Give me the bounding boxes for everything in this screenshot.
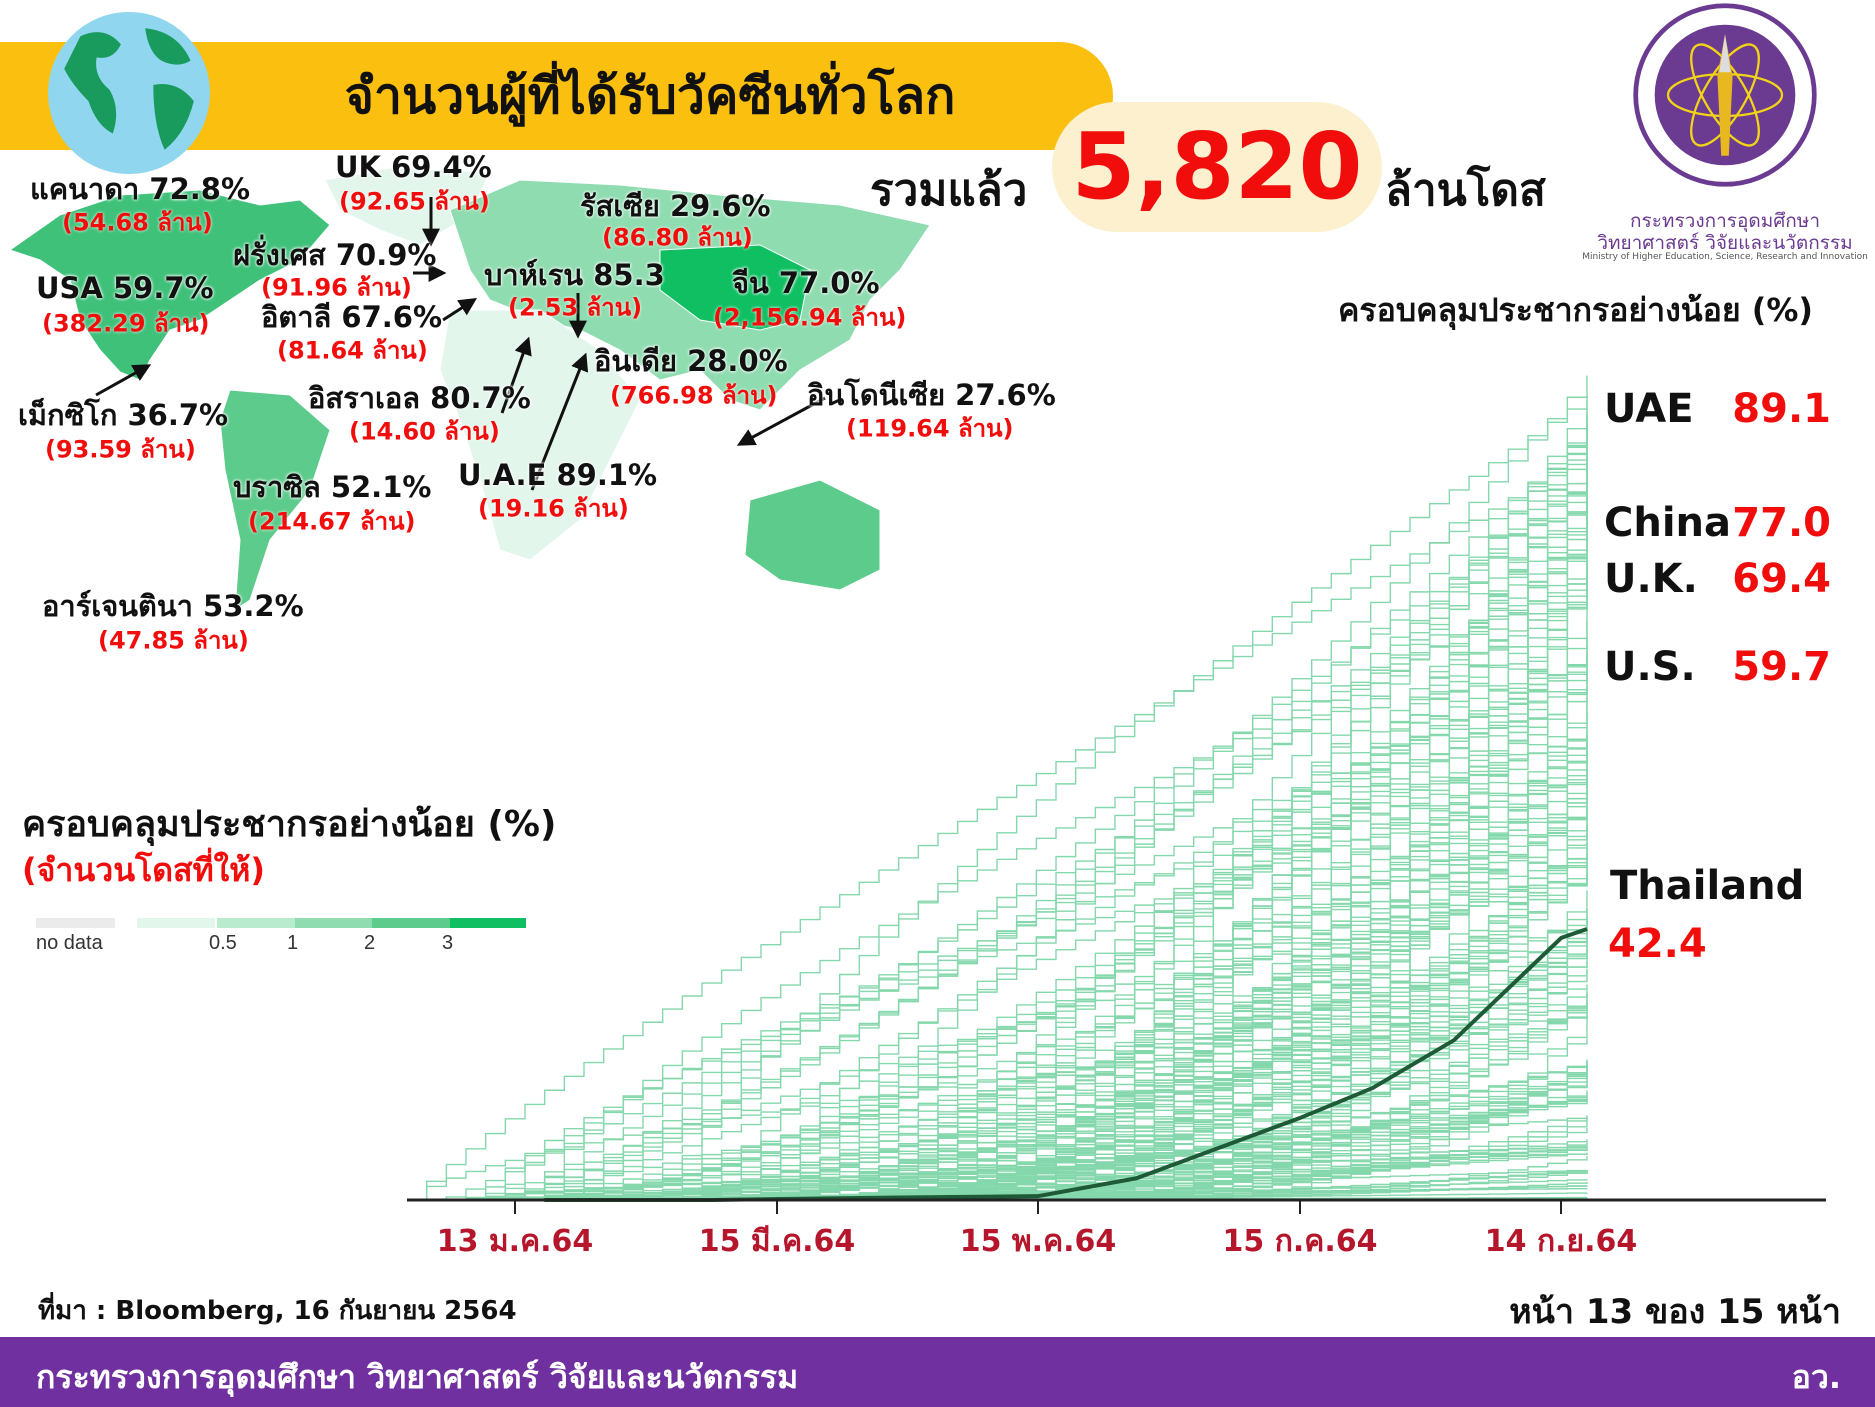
legend-swatch — [295, 918, 373, 928]
footer-short: อว. — [1791, 1358, 1841, 1396]
map-label-doses: (2.53 ล้าน) — [508, 293, 643, 322]
series-label-value: 77.0 — [1732, 500, 1831, 546]
map-label-country: รัสเซีย 29.6% — [580, 189, 771, 223]
country-series-line — [407, 1100, 1588, 1201]
series-label-value: 59.7 — [1732, 644, 1831, 690]
chart-title: ครอบคลุมประชากรอย่างน้อย (%) — [1338, 291, 1814, 329]
thailand-label-value: 42.4 — [1608, 921, 1707, 967]
legend-label: 2 — [364, 932, 376, 954]
legend-swatch — [217, 918, 295, 928]
x-tick-label: 15 มี.ค.64 — [698, 1224, 856, 1259]
country-series-line — [407, 732, 1588, 1201]
total-prefix: รวมแล้ว — [870, 165, 1028, 216]
map-label-doses: (81.64 ล้าน) — [277, 336, 428, 365]
map-label-country: บาห์เรน 85.3 — [484, 258, 665, 292]
map-label-doses: (14.60 ล้าน) — [349, 417, 500, 446]
country-series-line — [407, 734, 1588, 1201]
map-label-doses: (93.59 ล้าน) — [45, 435, 196, 464]
logo-name-en: Ministry of Higher Education, Science, R… — [1582, 252, 1868, 262]
series-label-name: U.K. — [1604, 556, 1698, 602]
legend-swatch — [36, 918, 115, 928]
series-label-name: UAE — [1604, 386, 1694, 432]
country-series-line — [407, 465, 1588, 1201]
country-series-line — [407, 741, 1588, 1201]
footer-ministry: กระทรวงการอุดมศึกษา วิทยาศาสตร์ วิจัยและ… — [36, 1358, 799, 1396]
x-tick-label: 15 ก.ค.64 — [1222, 1224, 1378, 1259]
map-label-doses: (2,156.94 ล้าน) — [713, 303, 907, 332]
page-title: จำนวนผู้ที่ได้รับวัคซีนทั่วโลก — [344, 67, 956, 125]
thailand-label-name: Thailand — [1610, 863, 1805, 909]
legend-title: ครอบคลุมประชากรอย่างน้อย (%) — [22, 804, 557, 845]
map-north-america — [8, 189, 331, 381]
world-map — [8, 167, 931, 611]
map-label-country: อินโดนีเซีย 27.6% — [807, 378, 1056, 412]
footer-band — [0, 1337, 1875, 1407]
series-label-name: China — [1604, 500, 1732, 546]
map-label-doses: (91.96 ล้าน) — [261, 273, 412, 302]
map-label-country: USA 59.7% — [36, 271, 214, 305]
map-label-doses: (382.29 ล้าน) — [42, 309, 210, 338]
legend-swatch — [137, 918, 215, 928]
logo-name-th-1: กระทรวงการอุดมศึกษา — [1630, 210, 1820, 232]
map-label-country: อินเดีย 28.0% — [594, 344, 788, 378]
total-doses-value: 5,820 — [1071, 113, 1363, 220]
map-label-doses: (92.65 ล้าน) — [339, 187, 490, 216]
map-label-doses: (119.64 ล้าน) — [846, 414, 1014, 443]
map-arrows — [95, 197, 826, 491]
country-series-line — [407, 453, 1588, 1201]
map-label-doses: (214.67 ล้าน) — [248, 507, 416, 536]
vaccination-line-chart — [407, 375, 1826, 1214]
country-series-line — [407, 548, 1588, 1201]
source-note: ที่มา : Bloomberg, 16 กันยายน 2564 — [38, 1296, 517, 1326]
country-series-line — [407, 774, 1588, 1201]
map-label-country: U.A.E 89.1% — [458, 458, 658, 492]
legend-label: no data — [36, 932, 103, 954]
country-series-line — [407, 1098, 1588, 1201]
map-label-doses: (47.85 ล้าน) — [98, 626, 249, 655]
page-number: หน้า 13 ของ 15 หน้า — [1509, 1292, 1841, 1332]
series-label-value: 89.1 — [1732, 386, 1831, 432]
country-series-line — [407, 809, 1588, 1201]
map-label-country: UK 69.4% — [335, 150, 492, 184]
ministry-logo — [1633, 3, 1817, 187]
map-label-doses: (766.98 ล้าน) — [610, 381, 778, 410]
map-label-country: บราซิล 52.1% — [233, 470, 432, 504]
map-china — [659, 244, 811, 331]
map-label-country: จีน 77.0% — [732, 266, 880, 300]
map-label-country: แคนาดา 72.8% — [30, 172, 251, 206]
x-tick-label: 14 ก.ย.64 — [1484, 1224, 1638, 1259]
legend-subtitle: (จำนวนโดสที่ให้) — [22, 851, 265, 889]
map-greenland — [324, 167, 491, 246]
legend-swatch — [372, 918, 450, 928]
map-label-doses: (19.16 ล้าน) — [478, 494, 629, 523]
map-label-doses: (86.80 ล้าน) — [602, 223, 753, 252]
map-label-doses: (54.68 ล้าน) — [62, 208, 213, 237]
map-africa — [439, 309, 641, 561]
x-tick-label: 13 ม.ค.64 — [436, 1224, 594, 1259]
map-south-america — [219, 389, 331, 611]
x-tick-label: 15 พ.ค.64 — [959, 1224, 1117, 1259]
map-label-country: อาร์เจนตินา 53.2% — [42, 589, 304, 623]
legend-swatch — [450, 918, 526, 928]
total-pill — [1052, 102, 1382, 232]
map-label-country: อิสราเอล 80.7% — [308, 381, 531, 415]
map-label-country: เม็กซิโก 36.7% — [18, 398, 229, 432]
logo-name-th-2: วิทยาศาสตร์ วิจัยและนวัตกรรม — [1597, 232, 1853, 254]
map-label-country: อิตาลี 67.6% — [261, 300, 443, 334]
country-series-line — [407, 798, 1588, 1201]
total-unit: ล้านโดส — [1385, 165, 1546, 216]
series-label-value: 69.4 — [1732, 556, 1831, 602]
globe-icon — [48, 12, 210, 174]
legend-label: 0.5 — [209, 932, 237, 954]
map-australia — [744, 479, 881, 591]
series-label-name: U.S. — [1604, 644, 1696, 690]
legend-label: 3 — [442, 932, 454, 954]
map-label-country: ฝรั่งเศส 70.9% — [233, 238, 437, 272]
legend-label: 1 — [287, 932, 299, 954]
